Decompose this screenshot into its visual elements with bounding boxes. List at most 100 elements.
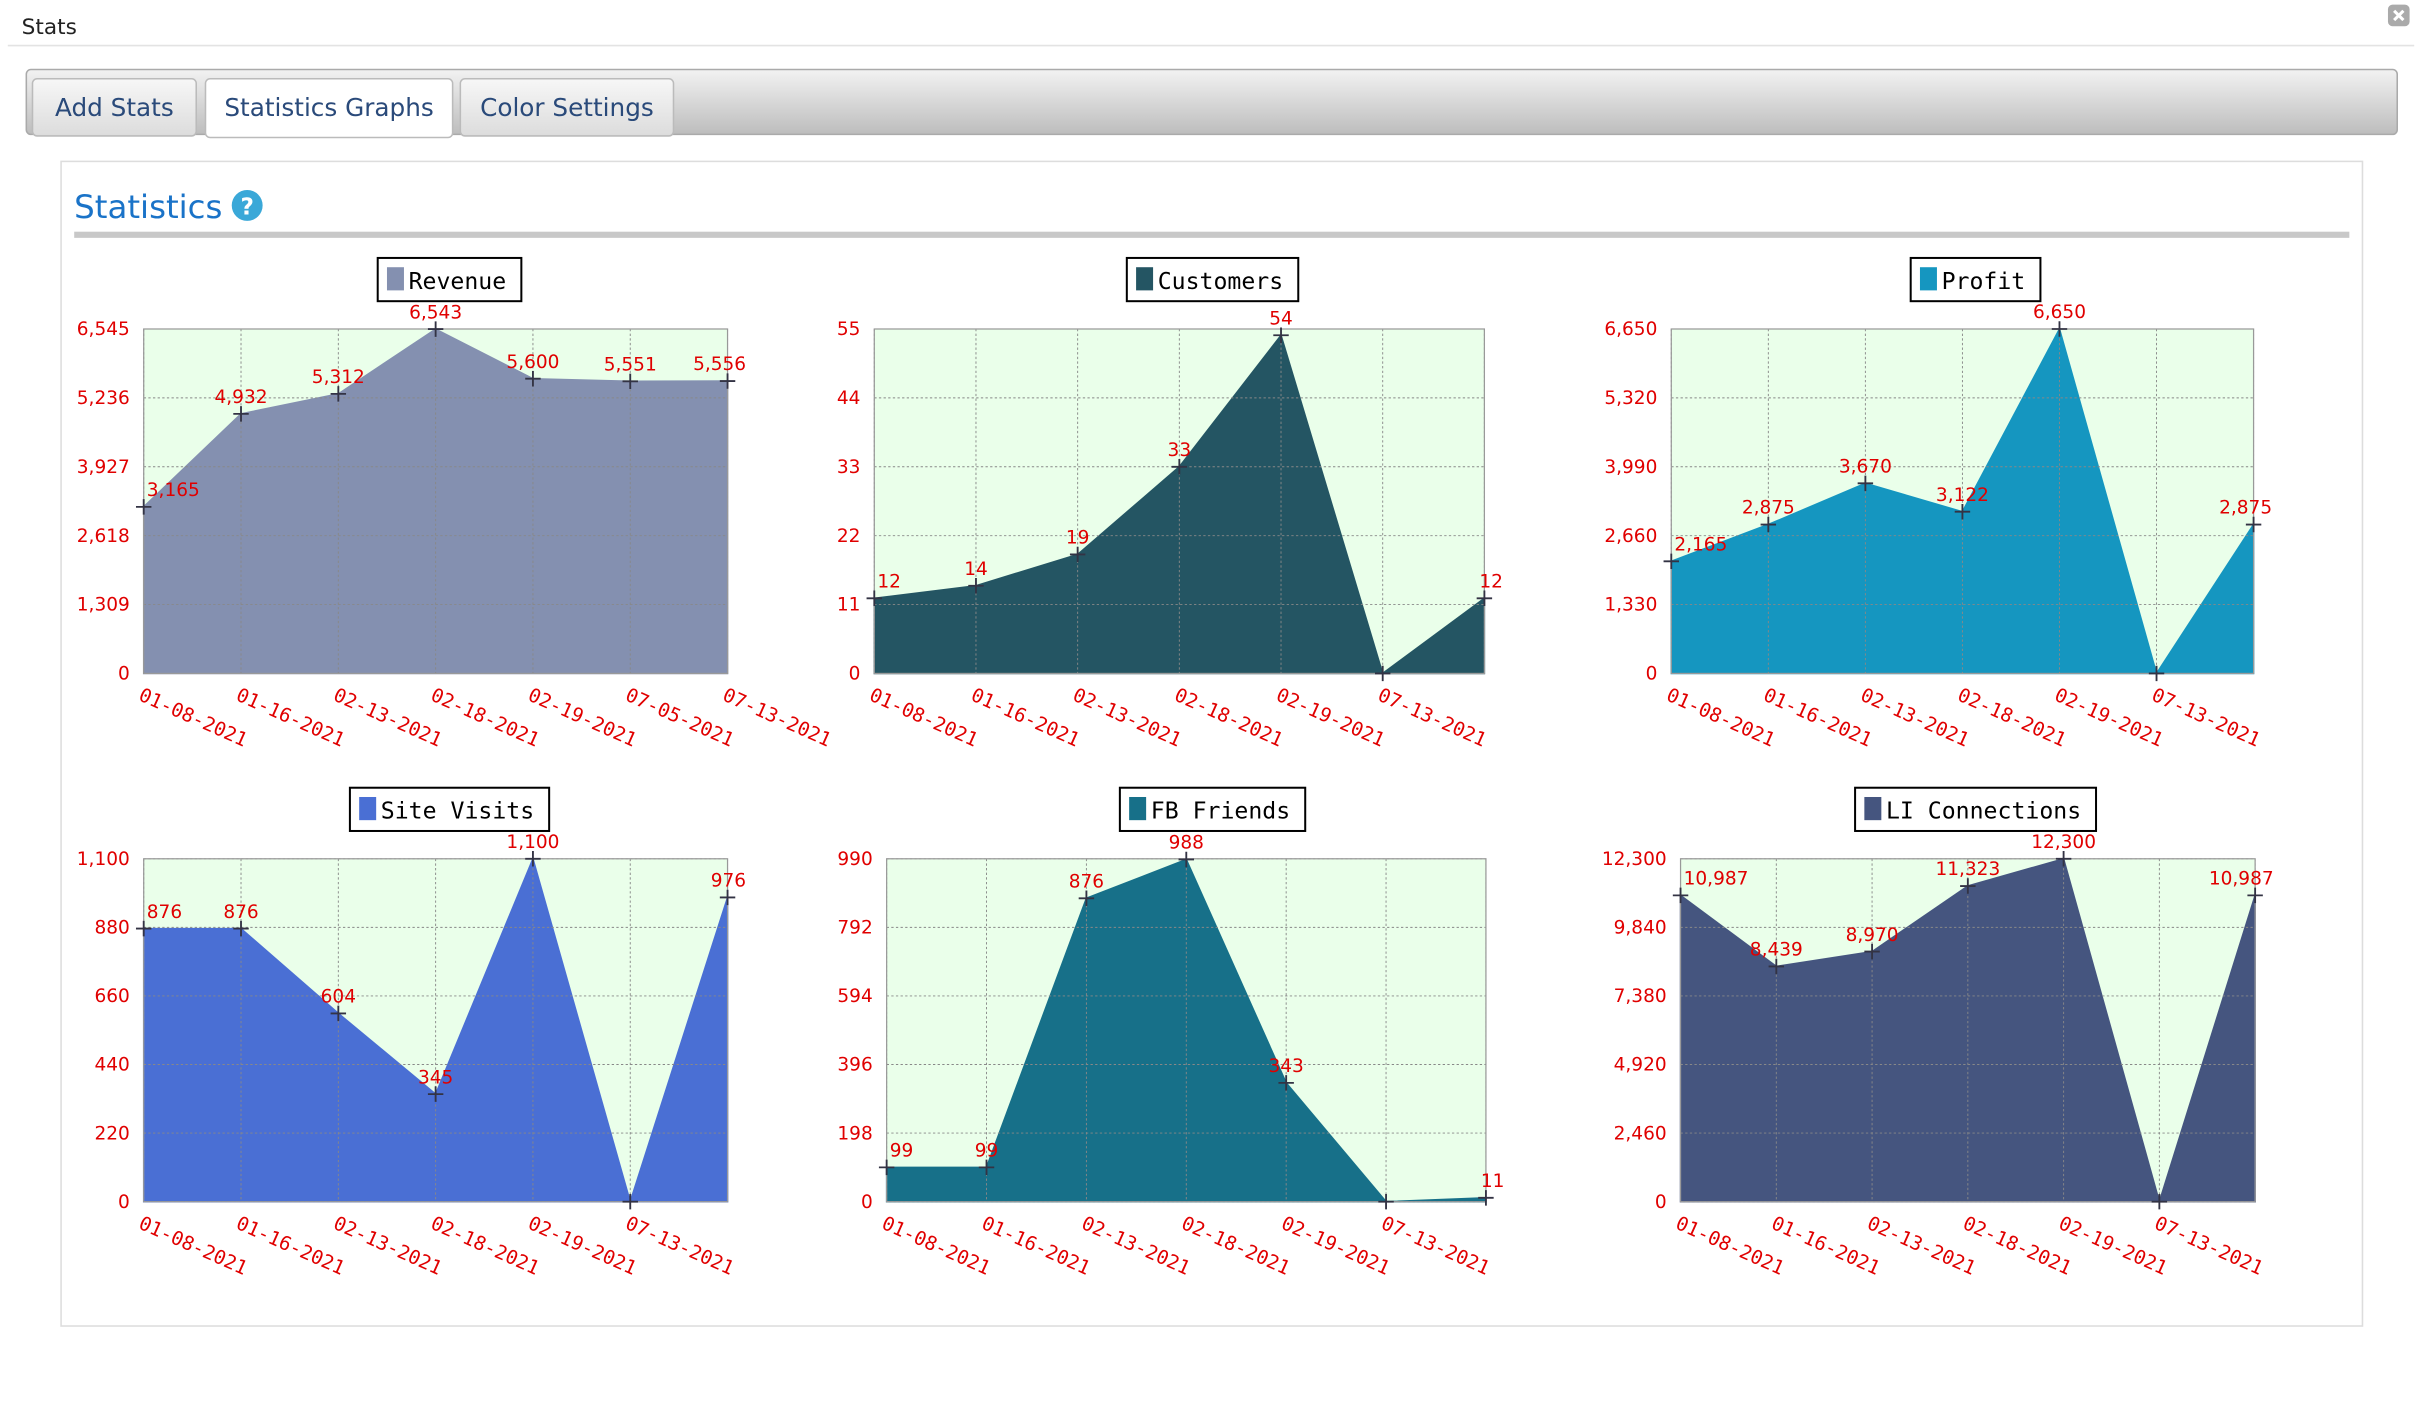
value-label: 988: [1169, 833, 1204, 854]
y-tick-label: 660: [94, 986, 129, 1007]
value-label: 4,932: [215, 387, 268, 408]
point-marker: [1954, 504, 1971, 520]
point-marker: [719, 889, 736, 906]
value-label: 976: [711, 871, 746, 892]
point-marker: [1178, 851, 1195, 868]
point-marker: [2055, 851, 2072, 867]
y-tick-label: 2,618: [77, 526, 130, 547]
value-label: 2,875: [1742, 498, 1795, 519]
plot-border: [143, 858, 729, 1203]
value-label: 11,323: [1935, 859, 2000, 880]
point-marker: [2151, 1193, 2168, 1210]
help-glyph[interactable]: ?: [240, 195, 253, 221]
point-marker: [622, 1193, 638, 1210]
value-label: 10,987: [2209, 869, 2274, 890]
point-marker: [330, 1005, 347, 1022]
point-marker: [427, 1086, 444, 1102]
value-label: 14: [964, 559, 988, 580]
value-label: 54: [1269, 308, 1293, 329]
y-tick-label: 11: [837, 595, 861, 616]
point-marker: [866, 590, 883, 607]
value-label: 5,312: [312, 367, 365, 388]
tab-label[interactable]: Color Settings: [480, 93, 654, 122]
heading: Statistics: [74, 188, 222, 226]
close-button[interactable]: [2387, 4, 2410, 27]
legend-swatch: [1129, 796, 1147, 821]
y-tick-label: 6,650: [1604, 319, 1657, 340]
tab[interactable]: [31, 78, 197, 137]
value-label: 1,100: [506, 832, 559, 853]
legend-box: [1118, 786, 1307, 832]
y-tick-label: 594: [837, 986, 872, 1007]
value-label: 5,600: [506, 352, 559, 373]
legend-swatch: [1136, 267, 1154, 291]
value-label: 19: [1066, 528, 1090, 549]
y-tick-label: 220: [94, 1123, 129, 1144]
legend-label: Profit: [1942, 269, 2026, 295]
tab[interactable]: [459, 78, 675, 137]
y-tick-label: 3,927: [77, 457, 130, 478]
point-marker: [1374, 665, 1391, 682]
charts: Revenue01,3092,6183,9275,2366,54501-08-2…: [77, 256, 2274, 1280]
y-tick-label: 44: [837, 388, 861, 409]
legend-swatch: [386, 267, 404, 291]
tab-label[interactable]: Statistics Graphs: [224, 93, 433, 122]
y-tick-label: 6,545: [77, 319, 130, 340]
legend-label: Customers: [1158, 269, 1283, 295]
y-tick-label: 3,990: [1604, 457, 1657, 478]
value-label: 99: [975, 1141, 999, 1162]
point-marker: [1278, 1075, 1294, 1091]
y-tick-label: 1,309: [77, 595, 130, 616]
point-marker: [1864, 943, 1880, 960]
value-label: 99: [890, 1141, 914, 1162]
value-label: 6,650: [2033, 302, 2086, 323]
point-marker: [427, 321, 444, 337]
value-label: 8,439: [1750, 940, 1803, 961]
point-marker: [1069, 546, 1086, 563]
point-marker: [1478, 1190, 1494, 1206]
y-tick-label: 440: [94, 1055, 129, 1076]
point-marker: [622, 373, 638, 390]
point-marker: [525, 851, 541, 867]
value-label: 345: [418, 1067, 453, 1088]
area-chart: LI Connections 0 2,460 4,920 7,380 9,840 12,30…: [1602, 786, 2274, 1280]
legend-label: FB Friends: [1151, 799, 1290, 825]
y-tick-label: 5,320: [1604, 388, 1657, 409]
point-marker: [330, 386, 347, 402]
point-marker: [135, 499, 152, 515]
window-title: Stats: [22, 15, 77, 40]
legend-label: LI Connections: [1886, 799, 2081, 825]
legend-label: Site Visits: [381, 799, 534, 825]
area-chart: Revenue01,3092,6183,9275,2366,54501-08-2…: [77, 256, 835, 752]
y-tick-label: 0: [1646, 664, 1658, 685]
y-tick-label: 9,840: [1614, 918, 1667, 939]
help-icon[interactable]: ?: [231, 189, 263, 221]
y-tick-label: 0: [118, 1192, 130, 1213]
point-marker: [135, 920, 152, 937]
tab-active[interactable]: [204, 78, 454, 139]
y-tick-label: 396: [837, 1055, 872, 1076]
legend-box: [1854, 786, 2098, 832]
point-marker: [1960, 878, 1976, 894]
point-marker: [878, 1159, 895, 1176]
area-chart: Site Visits02204406608801,10001-08-20210…: [77, 786, 746, 1280]
y-tick-label: 55: [837, 319, 861, 340]
tab-label[interactable]: Add Stats: [55, 93, 174, 122]
value-label: 604: [321, 987, 356, 1008]
area-chart: Customers0112233445501-08-202101-16-2021…: [837, 256, 1503, 752]
value-label: 10,987: [1684, 869, 1749, 890]
value-label: 33: [1168, 440, 1192, 461]
plot-border: [1670, 328, 2255, 675]
point-marker: [1476, 590, 1493, 607]
point-marker: [1760, 516, 1777, 533]
point-marker: [2148, 665, 2165, 682]
point-marker: [2051, 321, 2068, 337]
point-marker: [2247, 887, 2263, 904]
point-marker: [1663, 553, 1680, 570]
y-tick-label: 12,300: [1602, 849, 1667, 870]
y-tick-label: 198: [837, 1123, 872, 1144]
value-label: 5,556: [693, 354, 746, 375]
legend-label: Revenue: [409, 269, 507, 295]
